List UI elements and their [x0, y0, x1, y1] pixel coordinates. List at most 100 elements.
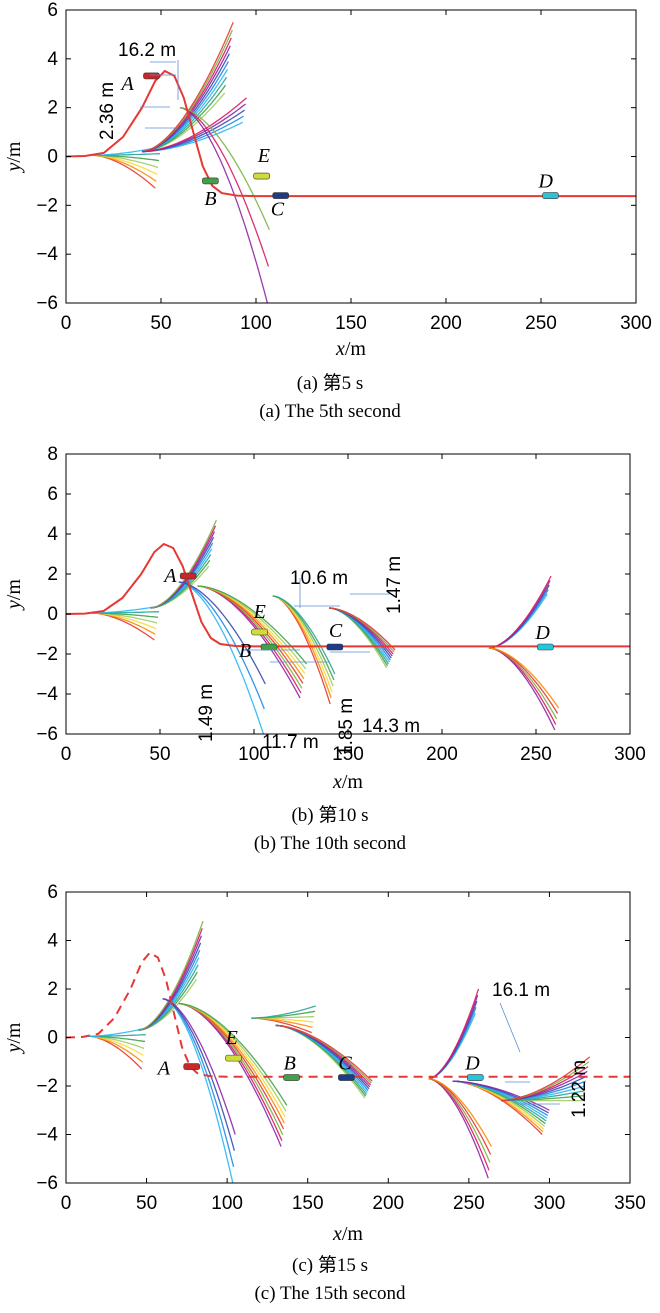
vehicle-label-a: A [156, 1058, 171, 1080]
trajectory-line [501, 1056, 591, 1102]
plot-area [66, 920, 630, 1183]
vehicle-a [179, 572, 197, 580]
vehicle-c [326, 643, 344, 651]
annotation-label: 1.22 m [569, 1060, 590, 1118]
x-axis-label-var: x [332, 1223, 342, 1245]
vehicle-a [183, 1063, 200, 1070]
trajectory-line [428, 1078, 489, 1179]
vehicle-b [202, 177, 219, 185]
y-tick-label: 0 [47, 604, 58, 625]
annotation-label: 16.2 m [118, 40, 176, 61]
caption-en-b: (b) The 10th second [253, 833, 407, 854]
vehicle-label-a: A [162, 565, 177, 587]
vehicle-label-b: B [284, 1053, 296, 1075]
y-tick-label: 2 [47, 979, 58, 1000]
x-tick-label: 300 [614, 744, 646, 765]
trajectory-line [178, 581, 266, 685]
trajectory-line [329, 607, 396, 651]
trajectory-line [150, 519, 217, 609]
reference-path [66, 69, 636, 198]
trajectory-line [488, 647, 560, 709]
y-axis-label: y/m [3, 141, 25, 173]
trajectory-line [488, 647, 557, 725]
trajectory-line [178, 581, 265, 710]
vehicle-label-e: E [257, 145, 270, 167]
caption-cn-b: (b) 第10 s [291, 805, 369, 826]
caption-en-c: (c) The 15th second [254, 1283, 406, 1304]
x-tick-label: 250 [525, 313, 557, 334]
trajectory-line [92, 154, 160, 162]
trajectory-line [251, 1005, 316, 1019]
trajectory-line [88, 1027, 147, 1037]
y-tick-label: −4 [36, 1125, 58, 1146]
trajectory-line [179, 107, 270, 267]
x-axis-label: x/m [332, 1223, 363, 1245]
trajectory-line [179, 107, 269, 303]
x-tick-label: 300 [534, 1193, 566, 1214]
x-axis-label-var: x [335, 338, 345, 360]
y-axis-label: y/m [3, 1022, 25, 1054]
caption-en-a: (a) The 5th second [259, 401, 401, 422]
y-tick-label: 6 [47, 882, 58, 903]
annotation-label: 1.49 m [196, 684, 217, 742]
x-tick-label: 150 [332, 744, 364, 765]
vehicle-b [260, 643, 278, 651]
y-tick-label: 4 [47, 524, 58, 545]
y-tick-label: 2 [47, 98, 58, 119]
y-axis-label-var: y [3, 163, 25, 174]
x-tick-label: 100 [238, 744, 270, 765]
x-axis-label-unit: /m [342, 1223, 364, 1245]
vehicle-label-e: E [225, 1027, 238, 1049]
plot-area [66, 21, 636, 303]
y-tick-label: −2 [36, 644, 58, 665]
vehicle-label-c: C [338, 1053, 352, 1075]
x-axis-label: x/m [332, 771, 363, 793]
y-axis-label: y/m [3, 579, 25, 611]
trajectory-line [178, 1002, 288, 1106]
trajectory-line [178, 581, 265, 734]
annotation-label: 2.36 m [97, 82, 118, 140]
trajectory-line [138, 964, 199, 1031]
vehicle-label-e: E [253, 601, 266, 623]
y-axis-label-unit: /m [3, 579, 25, 601]
y-tick-label: 4 [47, 931, 58, 952]
x-tick-label: 0 [61, 1193, 72, 1214]
vehicle-d [542, 192, 559, 199]
panel-c: A E B C D 16.1 m 1.22 m 0 50 100 150 200 250 300 350 −6… [0, 872, 660, 1313]
trajectory-line [197, 585, 308, 665]
x-tick-label: 50 [149, 744, 170, 765]
x-axis-label-unit: /m [345, 338, 367, 360]
x-tick-label: 0 [61, 313, 72, 334]
y-tick-label: −6 [36, 1173, 58, 1194]
trajectory-line [428, 1078, 492, 1147]
vehicle-c [338, 1074, 355, 1081]
y-tick-label: −2 [36, 1076, 58, 1097]
y-tick-label: 8 [47, 444, 58, 465]
panel-a: A B E C D 16.2 m 2.36 m 0 50 100 150 200 250 300 −6 −4 −… [0, 0, 660, 432]
annotation-line [499, 1002, 521, 1053]
vehicle-d [467, 1074, 484, 1081]
y-tick-label: 0 [47, 1028, 58, 1049]
annotation-label: 16.1 m [492, 980, 550, 1001]
panel-b: A E B C D 10.6 m 1.47 m 1.49 m 11.7 m 1.85 m 14.3 … [0, 438, 660, 870]
vehicle-label-d: D [534, 622, 550, 644]
y-tick-label: −2 [36, 195, 58, 216]
y-axis-label-var: y [3, 1044, 25, 1055]
reference-path [66, 951, 630, 1078]
x-tick-label: 50 [150, 313, 171, 334]
annotation-label: 1.47 m [384, 556, 405, 614]
vehicle-b [283, 1074, 300, 1081]
y-tick-label: 4 [47, 49, 58, 70]
x-tick-label: 300 [620, 313, 652, 334]
x-tick-label: 350 [614, 1193, 646, 1214]
annotation-label: 11.7 m [262, 732, 319, 753]
annotation-label: 14.3 m [362, 716, 420, 737]
y-axis-label-var: y [3, 600, 25, 611]
y-axis-label-unit: /m [3, 1022, 25, 1044]
x-tick-label: 0 [61, 744, 72, 765]
vehicle-e [251, 628, 268, 636]
vehicle-d [537, 643, 554, 651]
plot-frame [65, 891, 631, 1184]
x-axis-label-unit: /m [342, 771, 364, 793]
trajectory-line [197, 585, 307, 670]
